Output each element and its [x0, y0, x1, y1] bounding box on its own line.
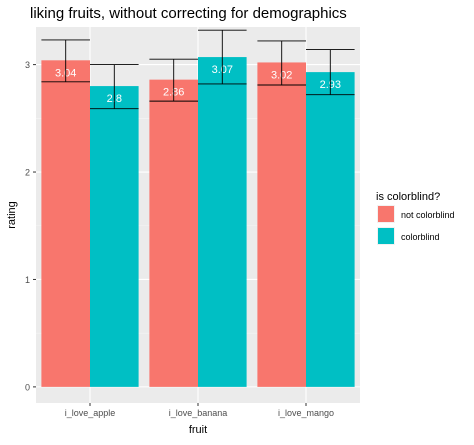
- legend: is colorblind? not colorblind colorblind: [376, 191, 455, 245]
- bar: [257, 62, 306, 387]
- legend-title: is colorblind?: [376, 191, 440, 203]
- bars: [41, 57, 355, 387]
- y-axis: 0 1 2 3: [25, 60, 36, 392]
- y-axis-title: rating: [6, 201, 18, 229]
- bar: [306, 72, 355, 387]
- x-axis-title: fruit: [189, 424, 207, 436]
- x-axis: i_love_apple i_love_banana i_love_mango: [65, 403, 334, 418]
- legend-entry-label: not colorblind: [401, 210, 455, 220]
- legend-key-swatch: [378, 228, 394, 244]
- chart-title: liking fruits, without correcting for de…: [30, 5, 347, 22]
- bar: [90, 86, 139, 387]
- bar: [149, 79, 198, 387]
- y-tick-label: 3: [25, 60, 30, 70]
- bar: [198, 57, 247, 387]
- legend-entry-label: colorblind: [401, 232, 440, 242]
- y-tick-label: 1: [25, 275, 30, 285]
- y-tick-label: 2: [25, 168, 30, 178]
- error-bars: [41, 29, 355, 110]
- x-tick-label: i_love_mango: [278, 408, 334, 418]
- x-tick-label: i_love_apple: [65, 408, 116, 418]
- x-tick-label: i_love_banana: [169, 408, 228, 418]
- legend-key-swatch: [378, 206, 394, 222]
- y-tick-label: 0: [25, 382, 30, 392]
- bar: [41, 60, 90, 387]
